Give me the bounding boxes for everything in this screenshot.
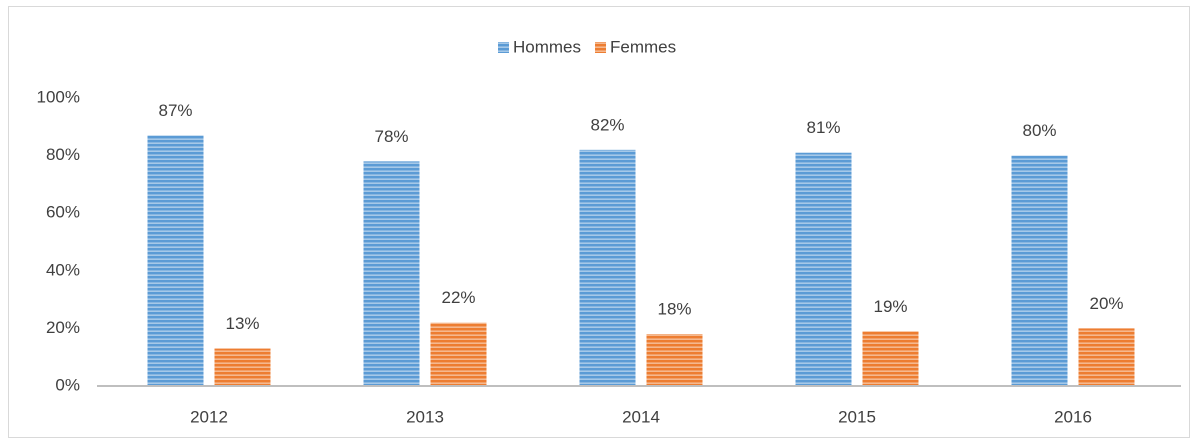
data-label: 19% — [873, 297, 907, 316]
y-tick-label: 40% — [46, 260, 80, 279]
data-label: 22% — [441, 288, 475, 307]
bar — [363, 161, 420, 386]
y-tick-label: 80% — [46, 145, 80, 164]
x-tick-label: 2012 — [190, 407, 228, 426]
data-label: 81% — [806, 118, 840, 137]
data-label: 87% — [158, 101, 192, 120]
data-label: 18% — [657, 300, 691, 319]
y-tick-label: 100% — [37, 87, 80, 106]
bar — [795, 152, 852, 386]
bar — [579, 149, 636, 386]
data-label: 82% — [590, 115, 624, 134]
y-tick-label: 60% — [46, 203, 80, 222]
legend-label: Hommes — [513, 37, 581, 56]
data-label: 13% — [225, 314, 259, 333]
bar — [214, 348, 271, 386]
data-label: 80% — [1022, 121, 1056, 140]
y-tick-label: 0% — [55, 375, 80, 394]
bar — [430, 322, 487, 386]
x-tick-label: 2014 — [622, 407, 660, 426]
bar — [646, 334, 703, 386]
bar — [147, 135, 204, 386]
legend-swatch — [595, 42, 607, 53]
bar — [1011, 155, 1068, 386]
data-label: 20% — [1089, 294, 1123, 313]
bar — [1078, 328, 1135, 386]
data-label: 78% — [374, 127, 408, 146]
x-tick-label: 2013 — [406, 407, 444, 426]
x-tick-label: 2015 — [838, 407, 876, 426]
legend-label: Femmes — [610, 37, 676, 56]
x-tick-label: 2016 — [1054, 407, 1092, 426]
legend-swatch — [498, 42, 509, 53]
bar — [862, 331, 919, 386]
y-tick-label: 20% — [46, 318, 80, 337]
